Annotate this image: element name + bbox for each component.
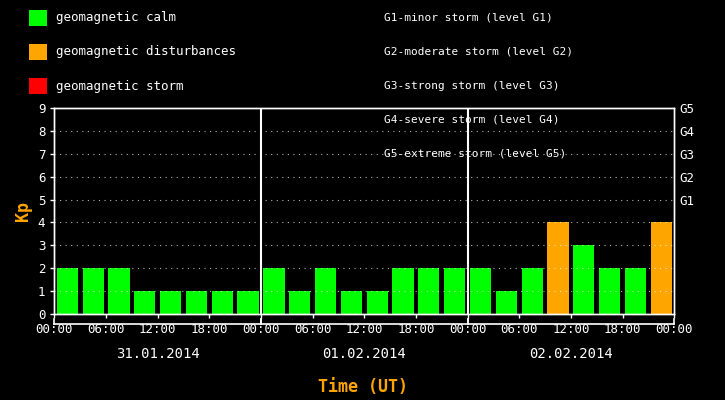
Bar bbox=[57, 268, 78, 314]
Bar bbox=[341, 291, 362, 314]
Text: G5-extreme storm (level G5): G5-extreme storm (level G5) bbox=[384, 149, 566, 159]
Bar bbox=[289, 291, 310, 314]
Bar bbox=[470, 268, 491, 314]
Bar bbox=[134, 291, 155, 314]
Text: G2-moderate storm (level G2): G2-moderate storm (level G2) bbox=[384, 47, 573, 57]
Text: Time (UT): Time (UT) bbox=[318, 378, 407, 396]
Bar bbox=[392, 268, 414, 314]
Text: G1-minor storm (level G1): G1-minor storm (level G1) bbox=[384, 13, 553, 23]
Bar bbox=[186, 291, 207, 314]
Text: geomagnetic storm: geomagnetic storm bbox=[56, 80, 183, 92]
Bar bbox=[108, 268, 130, 314]
Text: geomagnetic calm: geomagnetic calm bbox=[56, 12, 176, 24]
Text: 02.02.2014: 02.02.2014 bbox=[529, 347, 613, 361]
Bar bbox=[315, 268, 336, 314]
Bar bbox=[367, 291, 388, 314]
Text: G4-severe storm (level G4): G4-severe storm (level G4) bbox=[384, 115, 560, 125]
Bar bbox=[160, 291, 181, 314]
Bar bbox=[573, 245, 594, 314]
Bar bbox=[625, 268, 646, 314]
Bar bbox=[263, 268, 284, 314]
Bar bbox=[547, 222, 568, 314]
Bar bbox=[521, 268, 543, 314]
Bar bbox=[238, 291, 259, 314]
Bar bbox=[83, 268, 104, 314]
Bar bbox=[444, 268, 465, 314]
Text: 31.01.2014: 31.01.2014 bbox=[116, 347, 199, 361]
Bar bbox=[418, 268, 439, 314]
Text: G3-strong storm (level G3): G3-strong storm (level G3) bbox=[384, 81, 560, 91]
Bar bbox=[599, 268, 621, 314]
Text: geomagnetic disturbances: geomagnetic disturbances bbox=[56, 46, 236, 58]
Y-axis label: Kp: Kp bbox=[14, 201, 33, 221]
Bar bbox=[212, 291, 233, 314]
Bar bbox=[651, 222, 672, 314]
Bar bbox=[496, 291, 517, 314]
Text: 01.02.2014: 01.02.2014 bbox=[323, 347, 406, 361]
